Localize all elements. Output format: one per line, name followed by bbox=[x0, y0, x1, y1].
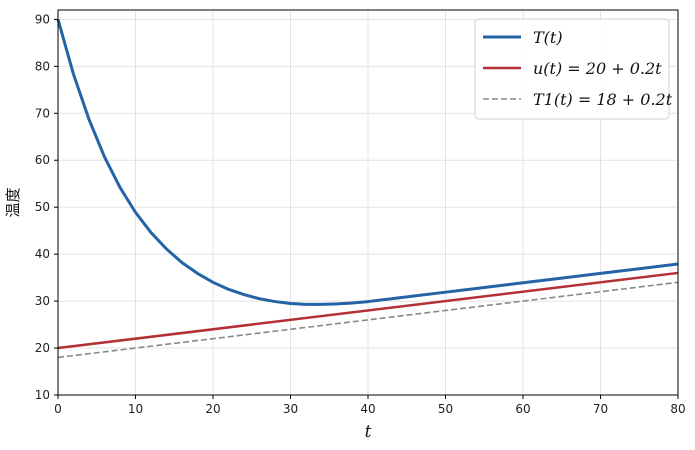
y-tick-label: 70 bbox=[35, 106, 50, 120]
legend-label-0: T(t) bbox=[533, 28, 563, 47]
x-tick-label: 0 bbox=[54, 402, 62, 416]
legend: T(t) u(t) = 20 + 0.2t T1(t) = 18 + 0.2t bbox=[474, 18, 673, 120]
axis-ticks: 0 10 20 30 40 50 60 70 80 10 20 30 40 50 60 70 80 90 bbox=[35, 12, 686, 416]
x-tick-label: 40 bbox=[360, 402, 375, 416]
legend-box bbox=[474, 18, 670, 120]
x-tick-label: 70 bbox=[593, 402, 608, 416]
x-tick-label: 30 bbox=[283, 402, 298, 416]
x-tick-label: 80 bbox=[670, 402, 685, 416]
y-tick-label: 20 bbox=[35, 341, 50, 355]
series-line-0 bbox=[56, 18, 679, 306]
series-line-1 bbox=[57, 271, 679, 350]
y-tick-label: 10 bbox=[35, 388, 50, 402]
x-tick-label: 10 bbox=[128, 402, 143, 416]
x-tick-label: 50 bbox=[438, 402, 453, 416]
series-group bbox=[56, 18, 679, 359]
y-axis-label: 温度 bbox=[4, 187, 22, 217]
x-axis-label: t bbox=[365, 422, 372, 442]
y-tick-label: 80 bbox=[35, 59, 50, 73]
x-tick-label: 20 bbox=[205, 402, 220, 416]
y-tick-label: 90 bbox=[35, 12, 50, 26]
series-line-2 bbox=[57, 281, 679, 359]
y-tick-label: 40 bbox=[35, 247, 50, 261]
y-tick-label: 30 bbox=[35, 294, 50, 308]
y-tick-label: 50 bbox=[35, 200, 50, 214]
legend-label-1: u(t) = 20 + 0.2t bbox=[533, 59, 662, 78]
y-tick-label: 60 bbox=[35, 153, 50, 167]
legend-label-2: T1(t) = 18 + 0.2t bbox=[533, 90, 673, 109]
x-tick-label: 60 bbox=[515, 402, 530, 416]
